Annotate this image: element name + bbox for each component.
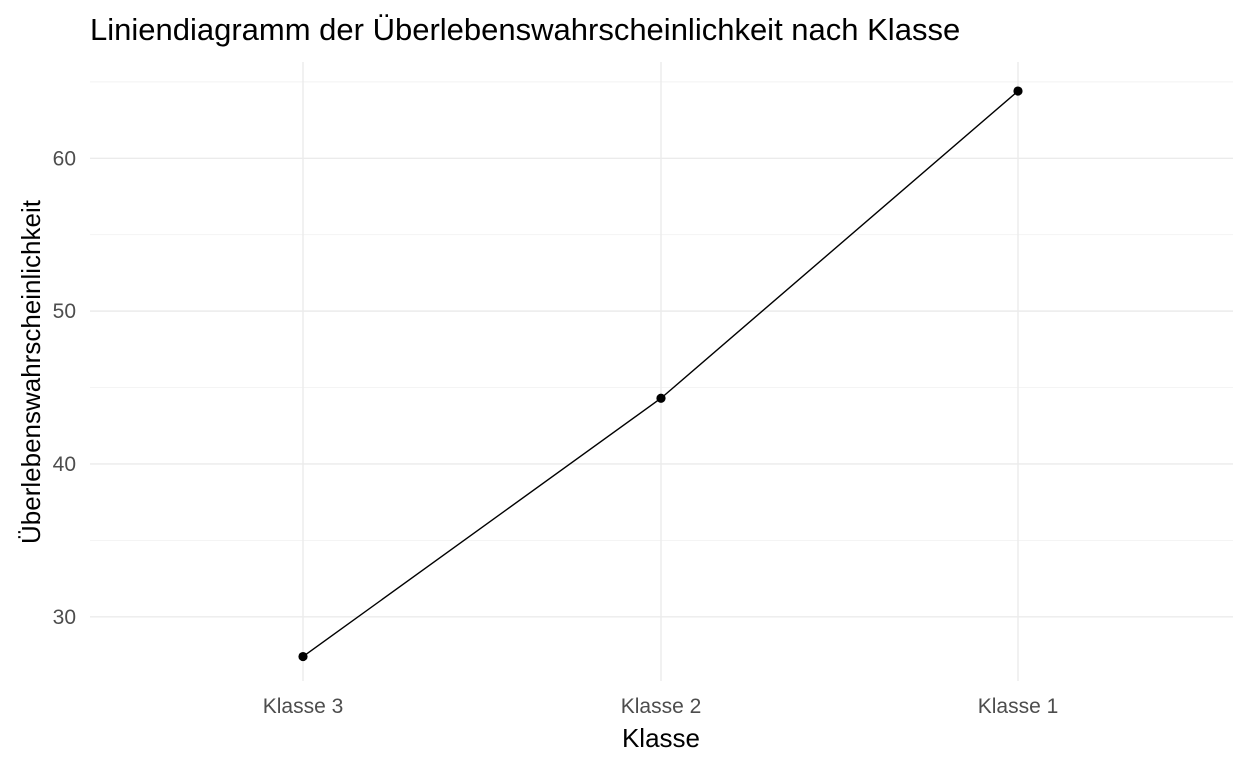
data-point [1013,86,1023,96]
series-layer [298,86,1023,662]
tick-labels: 30 40 50 60 Klasse 3 Klasse 2 Klasse 1 [53,147,1059,718]
data-point [656,393,666,403]
chart-title: Liniendiagramm der Überlebenswahrscheinl… [90,12,960,47]
x-tick-label: Klasse 1 [978,695,1059,718]
x-tick-label: Klasse 3 [263,695,344,718]
grid [90,62,1233,681]
y-axis-title: Überlebenswahrscheinlichkeit [16,199,46,544]
x-tick-label: Klasse 2 [621,695,702,718]
data-point [298,651,308,662]
y-tick-label: 50 [53,300,76,323]
x-axis-title: Klasse [622,723,700,753]
y-tick-label: 30 [53,606,76,629]
y-tick-label: 40 [53,453,76,476]
y-tick-label: 60 [53,147,76,170]
